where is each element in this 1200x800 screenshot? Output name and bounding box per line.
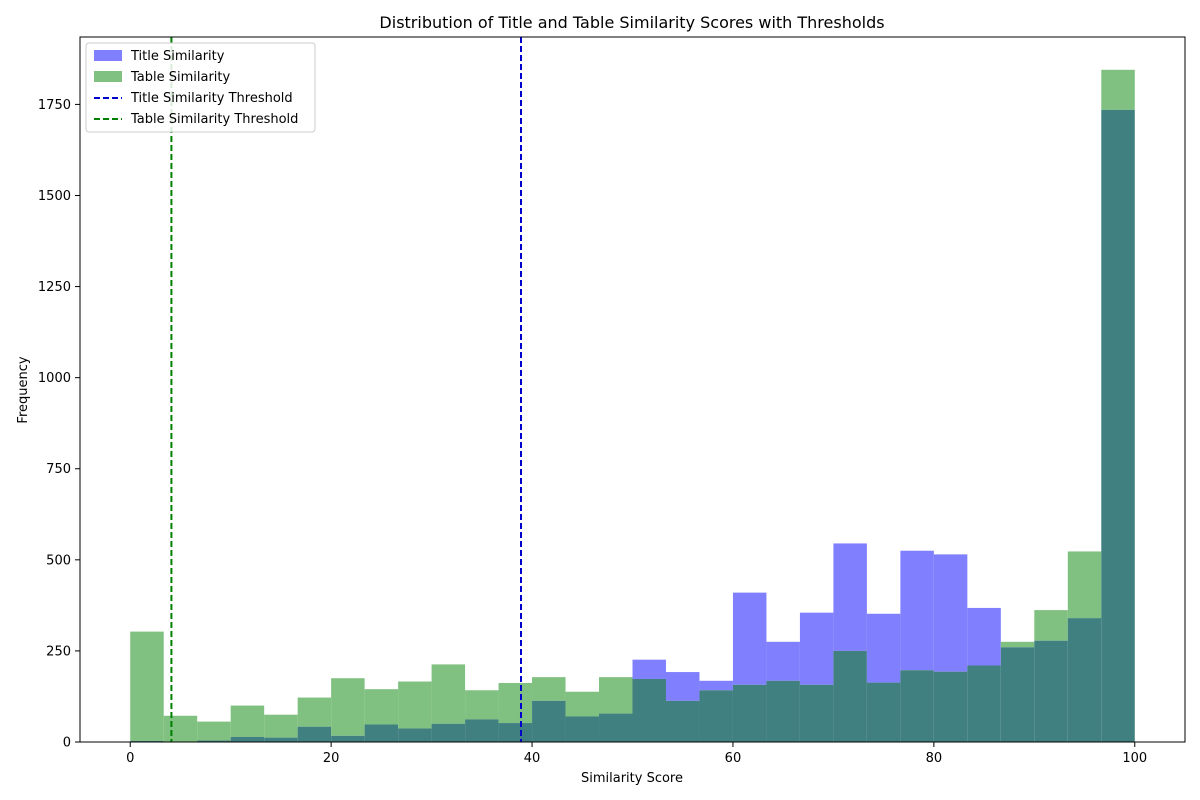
bar-overlap-22 [866, 682, 901, 742]
legend-label-title-threshold: Title Similarity Threshold [130, 91, 293, 106]
bars-layer [130, 69, 1135, 742]
x-tick-label: 60 [725, 751, 742, 766]
legend-label-title-similarity: Title Similarity [130, 49, 225, 64]
bar-title-similarity-20 [799, 612, 834, 685]
legend-box [85, 42, 316, 133]
legend-label-table-similarity: Table Similarity [130, 70, 231, 85]
legend-swatch-title-similarity [94, 50, 122, 61]
y-axis-ticks: 0 250 500 750 1000 1250 1500 1750 [38, 98, 80, 751]
y-tick-label: 750 [46, 462, 71, 477]
x-axis-label: Similarity Score [581, 771, 683, 786]
y-tick-label: 1500 [38, 189, 71, 204]
chart-title: Distribution of Title and Table Similari… [379, 13, 884, 32]
bar-overlap-15 [632, 678, 666, 742]
bar-table-similarity-27 [1034, 610, 1068, 641]
y-tick-label: 1250 [38, 280, 71, 295]
bar-table-similarity-5 [297, 697, 332, 727]
x-axis-ticks: 0 20 40 60 80 100 [126, 742, 1147, 766]
bar-overlap-23 [900, 670, 934, 742]
bar-overlap-2 [197, 740, 231, 742]
y-tick-label: 500 [46, 553, 71, 568]
bar-overlap-7 [364, 724, 399, 742]
bar-overlap-6 [331, 735, 365, 742]
bar-title-similarity-25 [967, 607, 1001, 666]
bar-overlap-8 [398, 728, 432, 742]
bar-overlap-19 [766, 680, 800, 742]
bar-overlap-20 [799, 684, 834, 742]
bar-title-similarity-23 [900, 550, 934, 671]
bar-overlap-14 [599, 713, 633, 742]
bar-title-similarity-24 [933, 554, 968, 672]
bar-overlap-26 [1000, 647, 1035, 742]
legend: Title Similarity Table Similarity Title … [85, 42, 316, 133]
bar-table-similarity-9 [431, 664, 466, 724]
bar-overlap-21 [833, 650, 867, 742]
bar-title-similarity-18 [732, 592, 767, 685]
bar-table-similarity-8 [398, 681, 432, 729]
bar-title-similarity-17 [699, 680, 733, 691]
legend-label-table-threshold: Table Similarity Threshold [130, 112, 298, 127]
x-tick-label: 40 [524, 751, 541, 766]
bar-table-similarity-4 [264, 714, 298, 738]
bar-overlap-24 [933, 671, 968, 742]
x-tick-label: 0 [126, 751, 134, 766]
bar-overlap-16 [665, 700, 700, 742]
bar-title-similarity-19 [766, 641, 800, 681]
bar-overlap-0 [130, 740, 164, 742]
x-tick-label: 20 [323, 751, 340, 766]
bar-overlap-18 [732, 684, 767, 742]
bar-overlap-3 [230, 736, 265, 742]
bar-table-similarity-13 [565, 691, 600, 717]
bar-overlap-13 [565, 716, 600, 742]
bar-table-similarity-26 [1000, 641, 1035, 648]
bar-overlap-17 [699, 690, 733, 742]
bar-table-similarity-3 [230, 705, 265, 737]
bar-overlap-11 [498, 723, 533, 742]
bar-overlap-10 [465, 719, 499, 742]
y-axis-label: Frequency [16, 356, 31, 423]
y-tick-label: 1000 [38, 371, 71, 386]
y-tick-label: 0 [63, 736, 71, 751]
legend-swatch-table-similarity [94, 71, 122, 82]
threshold-lines [170, 37, 522, 742]
bar-title-similarity-16 [665, 672, 700, 701]
bar-title-similarity-15 [632, 659, 666, 679]
bar-overlap-25 [967, 665, 1001, 742]
bar-table-similarity-7 [364, 689, 399, 725]
bar-table-similarity-11 [498, 682, 533, 724]
bar-table-similarity-10 [465, 690, 499, 720]
bar-table-similarity-29 [1101, 69, 1135, 110]
bar-table-similarity-6 [331, 678, 365, 736]
bar-title-similarity-22 [866, 613, 901, 683]
x-tick-label: 80 [926, 751, 943, 766]
bar-table-similarity-1 [163, 715, 198, 742]
y-tick-label: 250 [46, 644, 71, 659]
bar-overlap-9 [431, 723, 466, 742]
bar-overlap-28 [1067, 618, 1102, 742]
bar-overlap-5 [297, 726, 332, 742]
bar-table-similarity-12 [532, 677, 566, 701]
bar-table-similarity-0 [130, 631, 164, 741]
bar-table-similarity-28 [1067, 551, 1102, 619]
bar-title-similarity-21 [833, 543, 867, 651]
bar-table-similarity-2 [197, 721, 231, 741]
bar-overlap-4 [264, 737, 298, 742]
bar-overlap-27 [1034, 640, 1068, 742]
bar-overlap-12 [532, 700, 566, 742]
bar-table-similarity-14 [599, 677, 633, 714]
x-tick-label: 100 [1122, 751, 1147, 766]
plot-frame [79, 36, 1186, 743]
bar-overlap-29 [1101, 109, 1135, 742]
y-tick-label: 1750 [38, 98, 71, 113]
